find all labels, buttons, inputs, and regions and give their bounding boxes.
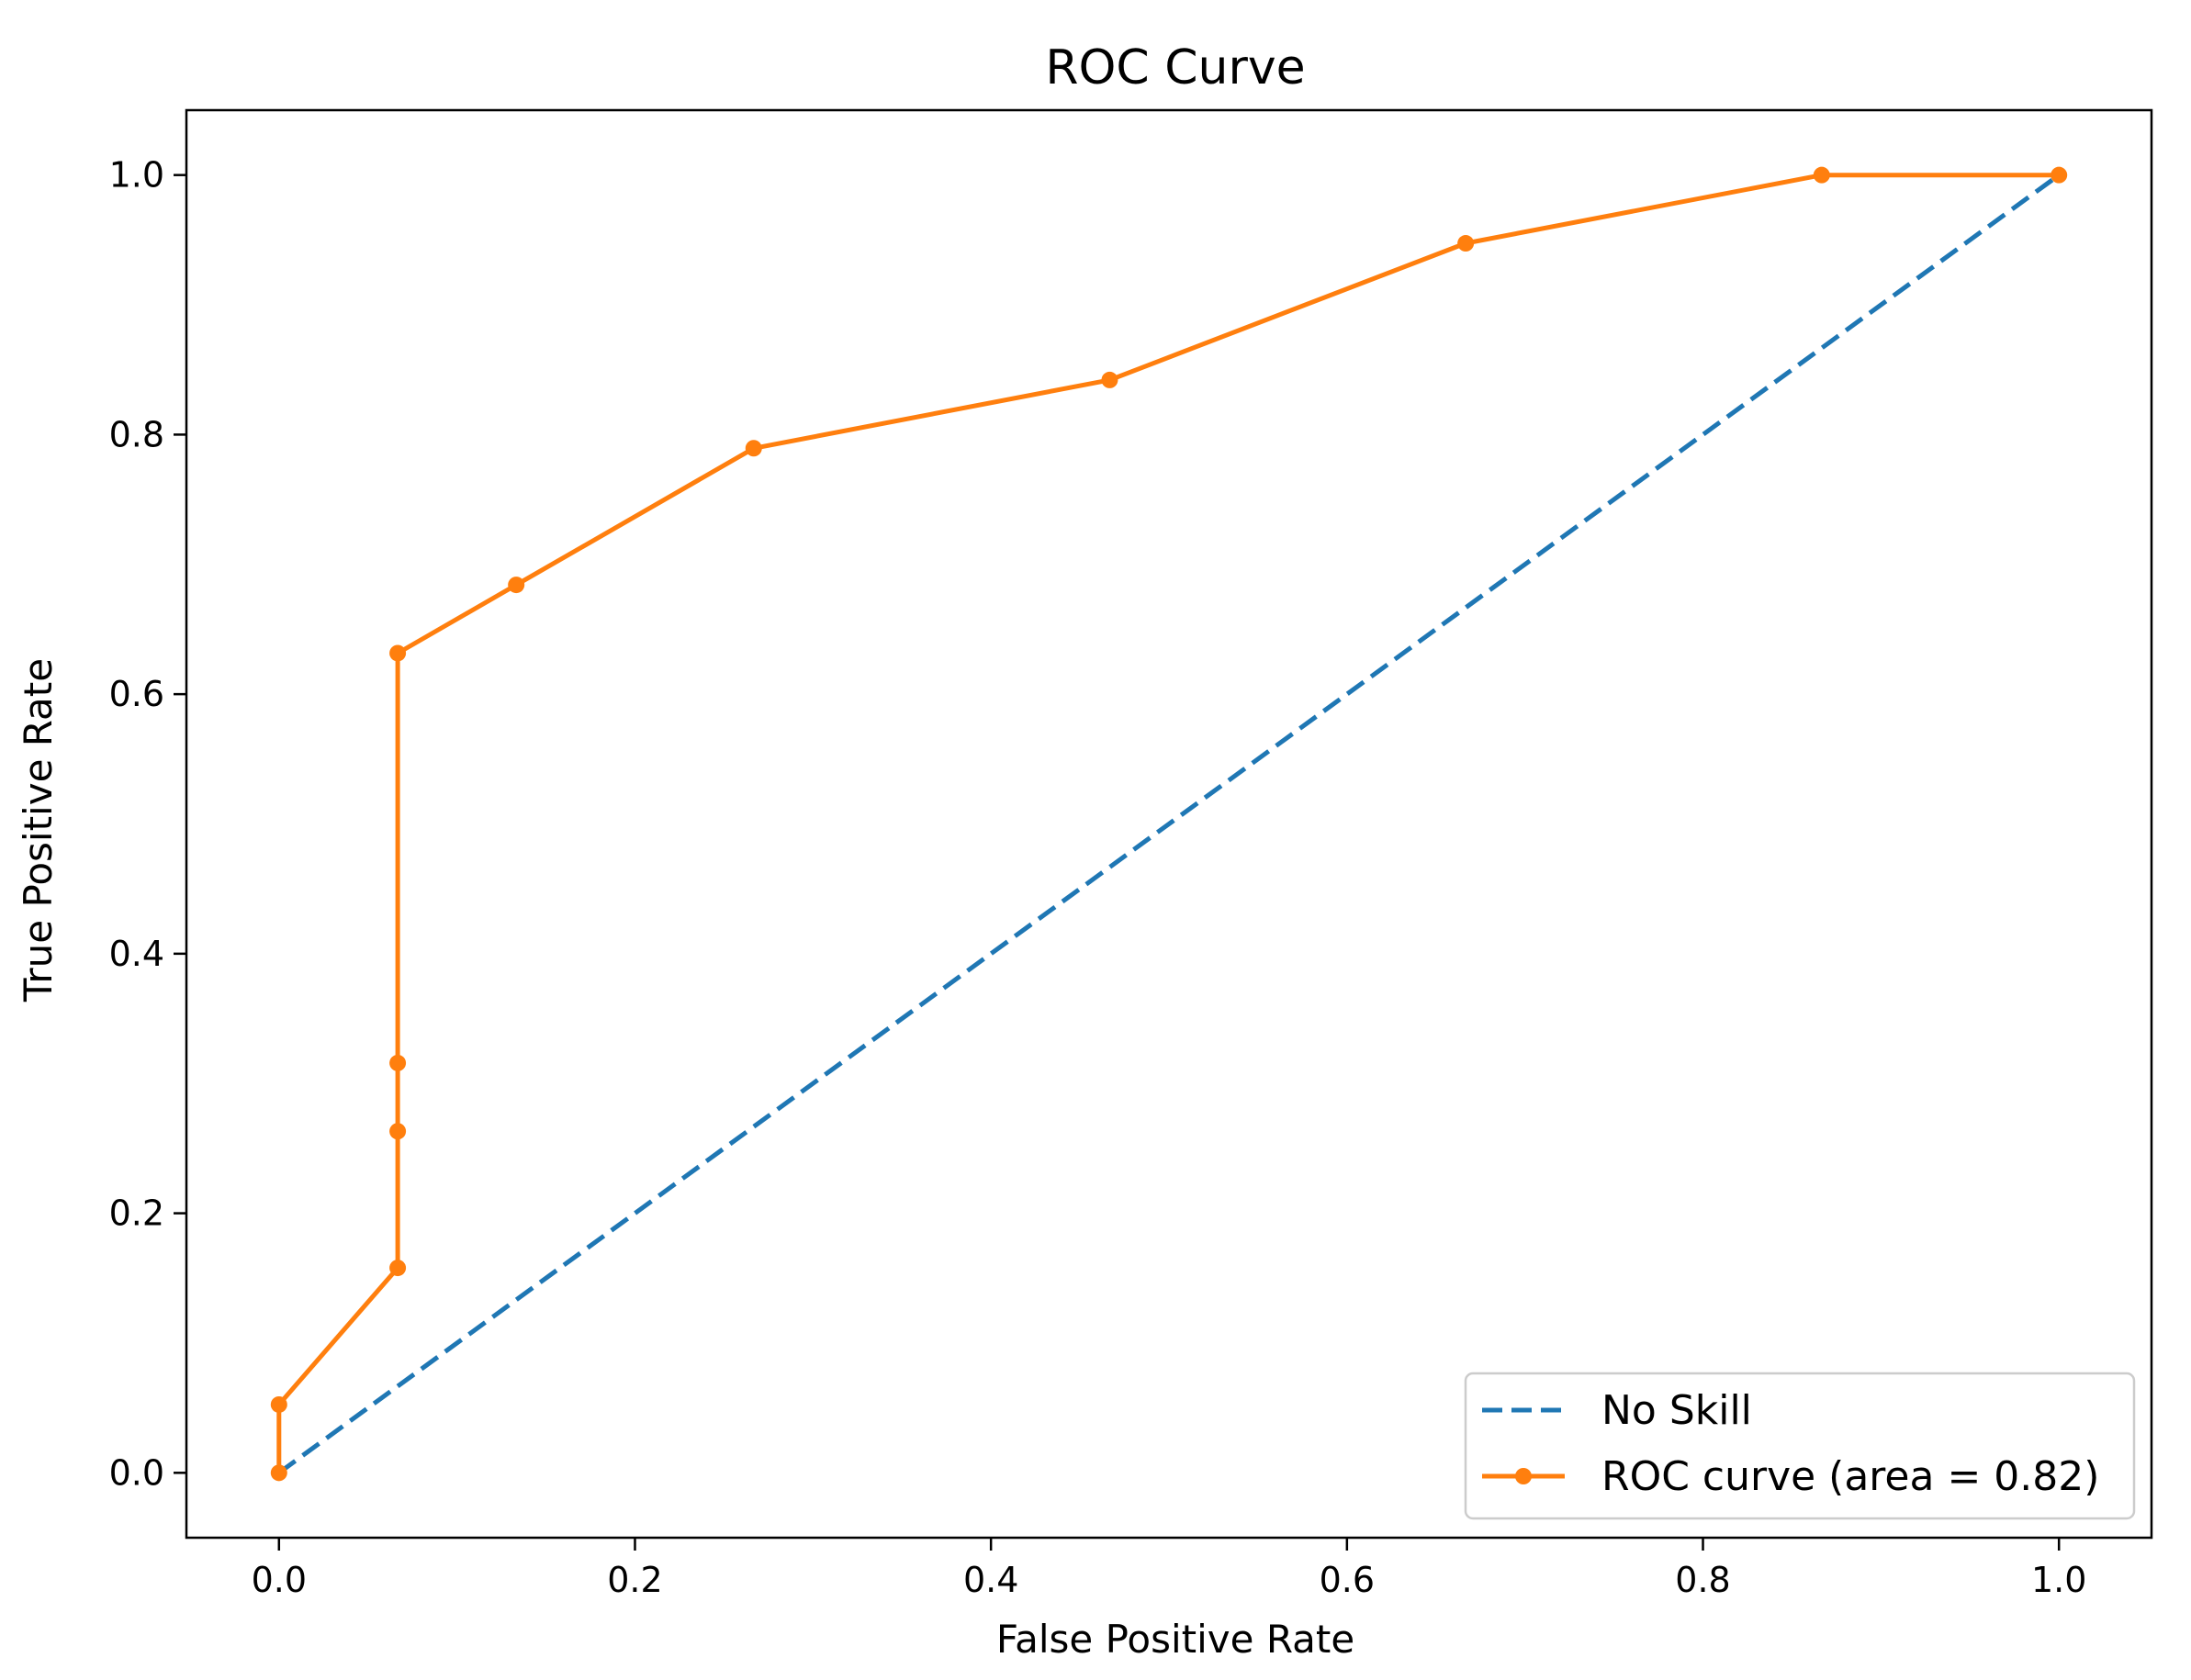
y-tick-label: 0.0 [109, 1452, 164, 1493]
x-tick-label: 0.6 [1320, 1560, 1375, 1600]
series-line-1 [276, 173, 2060, 1473]
data-point [2051, 166, 2068, 184]
plot-frame [185, 108, 2153, 1540]
data-point [745, 440, 762, 457]
legend-label-1: ROC curve (area = 0.82) [1601, 1453, 2099, 1500]
data-point [389, 1054, 407, 1071]
legend: No Skill ROC curve (area = 0.82) [1464, 1372, 2136, 1520]
x-axis-label: False Positive Rate [996, 1617, 1354, 1662]
data-point [1813, 166, 1830, 184]
x-tick-label: 0.8 [1675, 1560, 1730, 1600]
y-tick-label: 0.6 [109, 674, 164, 714]
series-line-0 [277, 173, 2061, 1475]
y-tick-label: 0.4 [109, 934, 164, 974]
y-axis-label: True Positive Rate [16, 658, 61, 1002]
legend-marker-1 [1515, 1468, 1532, 1484]
legend-label-0: No Skill [1601, 1387, 1752, 1434]
legend-box [1464, 1372, 2136, 1520]
y-tick-label: 1.0 [109, 155, 164, 196]
data-point [389, 1123, 407, 1140]
data-point [270, 1395, 287, 1413]
x-tick-label: 0.2 [607, 1560, 662, 1600]
y-tick-label: 0.8 [109, 414, 164, 454]
axes: 0.0 0.2 0.4 0.6 0.8 1.0 0.0 0.2 0.4 0.6 0.8 1.0 [109, 108, 2153, 1600]
data-point [1101, 371, 1118, 388]
data-point [270, 1464, 287, 1482]
x-tick-label: 0.4 [963, 1560, 1018, 1600]
data-point [389, 644, 407, 662]
chart-title: ROC Curve [1045, 40, 1305, 95]
data-point [508, 577, 525, 594]
x-tick-label: 1.0 [2031, 1560, 2086, 1600]
data-point [1457, 235, 1475, 252]
data-point [389, 1260, 407, 1277]
plot-area [270, 166, 2068, 1482]
y-tick-label: 0.2 [109, 1193, 164, 1234]
x-tick-label: 0.0 [252, 1560, 307, 1600]
